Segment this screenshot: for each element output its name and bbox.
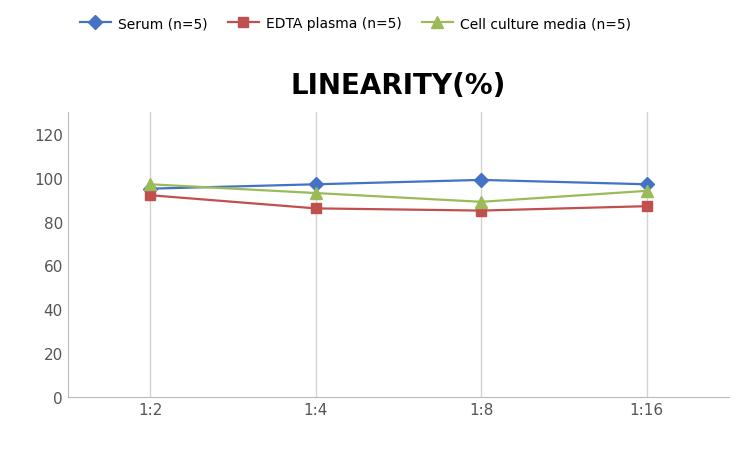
Cell culture media (n=5): [311, 191, 320, 196]
EDTA plasma (n=5): [477, 208, 486, 214]
Line: EDTA plasma (n=5): EDTA plasma (n=5): [146, 191, 651, 216]
Serum (n=5): [311, 182, 320, 188]
Serum (n=5): [642, 182, 651, 188]
Serum (n=5): [146, 187, 155, 192]
Cell culture media (n=5): [642, 189, 651, 194]
EDTA plasma (n=5): [311, 206, 320, 212]
Legend: Serum (n=5), EDTA plasma (n=5), Cell culture media (n=5): Serum (n=5), EDTA plasma (n=5), Cell cul…: [74, 12, 636, 37]
Title: LINEARITY(%): LINEARITY(%): [291, 71, 506, 99]
EDTA plasma (n=5): [146, 193, 155, 198]
Serum (n=5): [477, 178, 486, 183]
Line: Cell culture media (n=5): Cell culture media (n=5): [145, 179, 652, 208]
EDTA plasma (n=5): [642, 204, 651, 209]
Line: Serum (n=5): Serum (n=5): [146, 175, 651, 194]
Cell culture media (n=5): [146, 182, 155, 188]
Cell culture media (n=5): [477, 200, 486, 205]
